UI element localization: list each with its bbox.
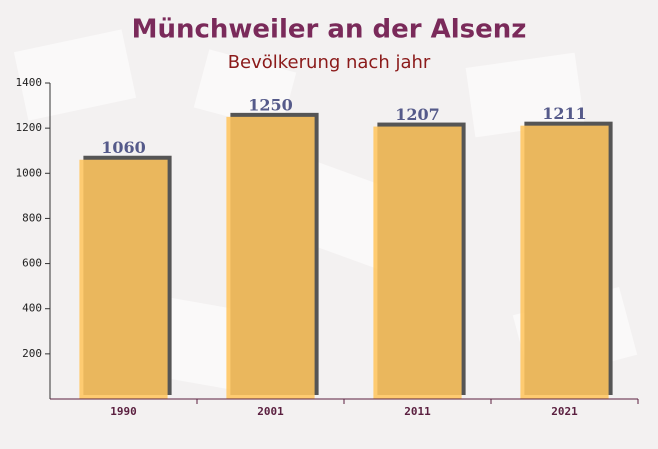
bar — [520, 125, 609, 399]
x-tick-label: 2021 — [551, 405, 578, 418]
value-label: 1211 — [542, 104, 587, 123]
x-tick-label: 2001 — [257, 405, 284, 418]
value-label: 1060 — [101, 138, 146, 157]
y-tick-label: 1200 — [16, 121, 43, 134]
chart-subtitle: Bevölkerung nach jahr — [228, 52, 431, 73]
bar — [373, 126, 462, 399]
y-tick-label: 800 — [22, 211, 42, 224]
bar — [226, 116, 315, 399]
chart-title: Münchweiler an der Alsenz — [132, 15, 527, 45]
x-tick-label: 2011 — [404, 405, 431, 418]
value-label: 1250 — [248, 95, 293, 114]
y-tick-label: 400 — [22, 302, 42, 315]
y-tick-label: 600 — [22, 257, 42, 270]
y-tick-label: 1400 — [16, 76, 43, 89]
bar — [79, 159, 168, 399]
x-tick-label: 1990 — [110, 405, 137, 418]
y-tick-label: 200 — [22, 347, 42, 360]
value-label: 1207 — [395, 105, 440, 124]
y-tick-label: 1000 — [16, 166, 43, 179]
